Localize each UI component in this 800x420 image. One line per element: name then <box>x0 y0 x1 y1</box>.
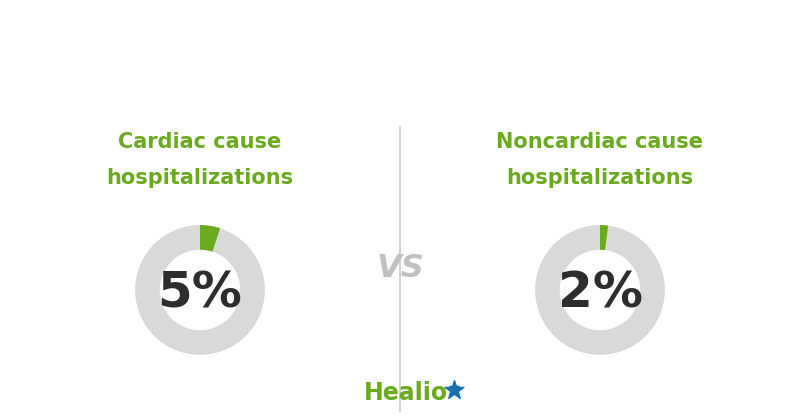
Wedge shape <box>600 225 608 250</box>
Text: 5%: 5% <box>158 269 242 317</box>
Text: VS: VS <box>376 253 424 284</box>
Text: hospitalizations: hospitalizations <box>106 168 294 188</box>
Text: Cardiac cause: Cardiac cause <box>118 132 282 152</box>
Wedge shape <box>135 225 265 355</box>
Point <box>447 386 460 393</box>
Wedge shape <box>535 225 665 355</box>
Text: Noncardiac cause: Noncardiac cause <box>497 132 703 152</box>
Text: 2%: 2% <box>558 269 642 317</box>
Text: In-hospital mortality in hospitalizations among: In-hospital mortality in hospitalization… <box>105 31 695 51</box>
Text: Healio: Healio <box>364 381 448 405</box>
Text: patients with cystic fibrosis:: patients with cystic fibrosis: <box>222 82 578 102</box>
Text: hospitalizations: hospitalizations <box>506 168 694 188</box>
Point <box>447 386 460 393</box>
Wedge shape <box>200 225 220 252</box>
